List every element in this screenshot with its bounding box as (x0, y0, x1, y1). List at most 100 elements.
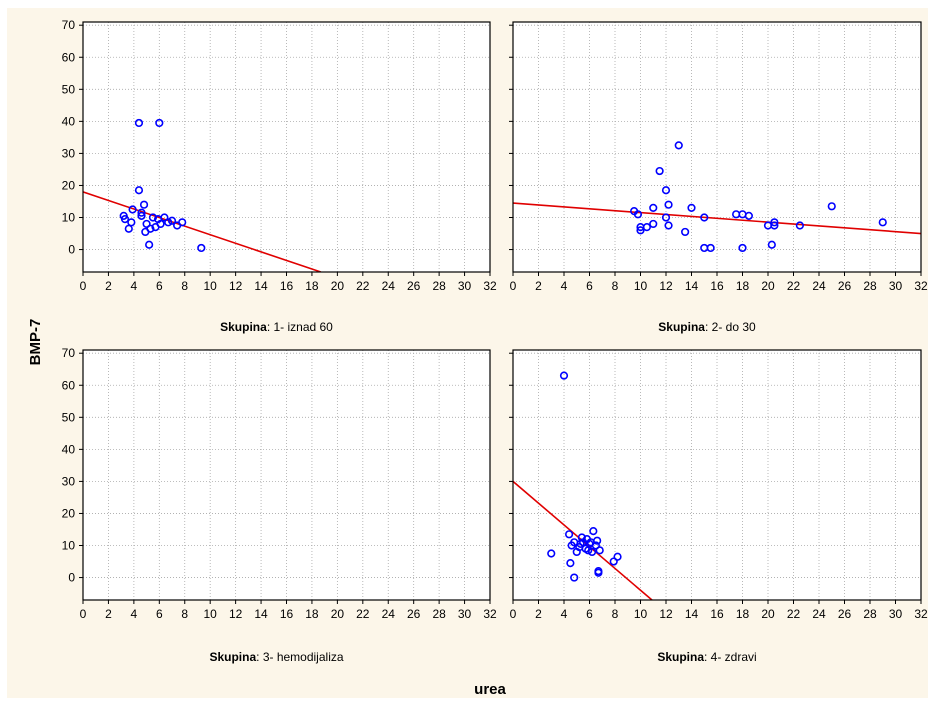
facet-panels: 0 2 4 6 8 10 12 14 16 18 20 22 24 26 28 30 3201020304050… (62, 18, 928, 664)
y-tick-label: 30 (62, 146, 76, 160)
x-tick-label: 4 (131, 607, 138, 621)
x-tick-label: 14 (685, 279, 699, 293)
x-tick-label: 14 (254, 279, 268, 293)
x-tick-label: 4 (561, 279, 568, 293)
facet-panel-3: 0 2 4 6 8 10 12 14 16 18 20 22 24 26 28 30 3201020304050… (62, 346, 497, 664)
x-tick-label: 0 (80, 279, 87, 293)
data-point (591, 541, 600, 550)
x-tick-label: 8 (181, 607, 188, 621)
x-tick-label: 12 (659, 279, 673, 293)
x-tick-label: 18 (305, 279, 319, 293)
x-tick-label: 10 (634, 607, 648, 621)
x-tick-label: 22 (787, 279, 801, 293)
x-tick-label: 30 (458, 607, 472, 621)
facet-caption-label: Skupina (209, 650, 256, 664)
x-tick-label: 30 (889, 607, 903, 621)
data-point (655, 166, 664, 176)
x-tick-label: 8 (612, 607, 619, 621)
y-tick-label: 0 (68, 571, 75, 585)
x-tick-label: 0 (510, 279, 517, 293)
data-point (156, 219, 165, 229)
x-tick-label: 16 (280, 279, 294, 293)
data-point (559, 371, 569, 380)
data-point (770, 221, 779, 230)
data-point (160, 213, 169, 222)
x-tick-label: 12 (659, 607, 673, 621)
data-point (570, 573, 579, 582)
data-point (633, 210, 643, 219)
x-tick-label: 2 (535, 607, 542, 621)
data-point (664, 221, 673, 230)
data-point (134, 118, 144, 128)
x-tick-label: 4 (131, 279, 138, 293)
facet-panel-1: 0 2 4 6 8 10 12 14 16 18 20 22 24 26 28 30 3201020304050… (62, 18, 497, 334)
x-tick-label: 18 (305, 607, 319, 621)
data-point (609, 557, 618, 566)
data-point (127, 218, 136, 227)
data-point (145, 240, 154, 249)
y-tick-label: 30 (62, 474, 76, 488)
data-point (564, 530, 574, 539)
x-tick-label: 20 (761, 279, 775, 293)
data-point (700, 213, 709, 222)
regression-line (513, 202, 921, 235)
facet-caption-label: Skupina (220, 320, 267, 334)
data-point (589, 526, 598, 536)
regression-line (83, 191, 322, 272)
x-tick-label: 20 (331, 279, 345, 293)
x-tick-label: 20 (761, 607, 775, 621)
data-point (178, 218, 187, 227)
y-tick-label: 40 (62, 114, 76, 128)
data-point (155, 118, 164, 128)
y-tick-label: 10 (62, 539, 76, 553)
x-tick-label: 14 (685, 607, 699, 621)
y-tick-label: 60 (62, 378, 76, 392)
x-tick-label: 28 (863, 279, 877, 293)
x-tick-label: 2 (105, 607, 112, 621)
data-point (878, 218, 887, 227)
x-tick-label: 24 (812, 279, 826, 293)
x-tick-label: 32 (914, 279, 928, 293)
x-tick-label: 26 (838, 279, 852, 293)
x-tick-label: 0 (80, 607, 87, 621)
plot-area (83, 22, 490, 272)
data-point (137, 211, 146, 221)
x-tick-label: 10 (204, 279, 218, 293)
plot-area (513, 350, 921, 600)
data-point (577, 533, 586, 542)
facet-caption-value: : 1- iznad 60 (267, 320, 333, 334)
facet-caption-value: : 2- do 30 (705, 320, 756, 334)
x-tick-label: 14 (254, 607, 268, 621)
plot-area (513, 22, 921, 272)
x-tick-label: 28 (863, 607, 877, 621)
data-point (587, 547, 597, 557)
x-tick-label: 0 (510, 607, 517, 621)
y-tick-label: 70 (62, 18, 76, 32)
y-tick-label: 60 (62, 50, 76, 64)
x-tick-label: 22 (787, 607, 801, 621)
x-tick-label: 18 (736, 279, 750, 293)
data-point (120, 215, 130, 224)
y-tick-label: 50 (62, 82, 76, 96)
x-tick-label: 22 (356, 279, 370, 293)
data-point (827, 202, 836, 211)
x-tick-label: 6 (586, 607, 593, 621)
x-tick-label: 28 (432, 279, 446, 293)
x-tick-label: 30 (458, 279, 472, 293)
data-point (128, 205, 137, 214)
data-point (649, 219, 658, 229)
x-tick-label: 10 (634, 279, 648, 293)
data-point (594, 568, 603, 577)
data-point (148, 213, 158, 222)
y-tick-label: 40 (62, 442, 76, 456)
data-point (134, 186, 144, 195)
x-tick-label: 26 (838, 607, 852, 621)
data-point (595, 546, 604, 555)
x-tick-label: 16 (280, 607, 294, 621)
plot-area (83, 350, 490, 600)
y-tick-label: 50 (62, 410, 76, 424)
data-point (674, 141, 683, 150)
